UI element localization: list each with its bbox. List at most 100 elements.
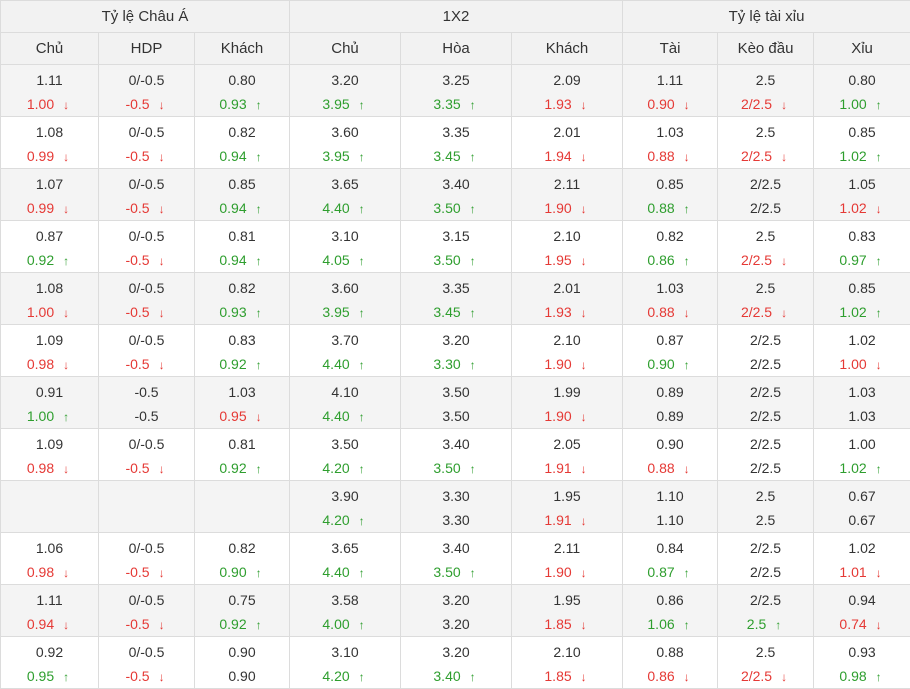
down-arrow-icon: ↓ bbox=[60, 613, 72, 637]
up-arrow-icon: ↑ bbox=[467, 301, 479, 325]
current-odds-line: 0.98↓ bbox=[27, 352, 72, 376]
down-arrow-icon: ↓ bbox=[60, 301, 72, 325]
up-arrow-icon: ↑ bbox=[467, 145, 479, 169]
current-odds-line: 1.93↓ bbox=[544, 300, 589, 324]
opening-odds: 0.80 bbox=[848, 68, 875, 92]
down-arrow-icon: ↓ bbox=[578, 457, 590, 481]
current-odds: 1.03 bbox=[848, 408, 875, 424]
current-odds-line: 0.90↑ bbox=[647, 352, 692, 376]
opening-odds: 1.11 bbox=[657, 68, 683, 92]
current-odds: -0.5 bbox=[125, 304, 149, 320]
current-odds: 1.00 bbox=[27, 304, 54, 320]
odds-cell-content: 0/-0.5-0.5↓ bbox=[99, 169, 194, 220]
current-odds-line: 1.90 ↓ bbox=[544, 196, 589, 220]
down-arrow-icon: ↓ bbox=[60, 197, 72, 221]
current-odds-line: 1.02↑ bbox=[839, 300, 884, 324]
down-arrow-icon: ↓ bbox=[873, 197, 885, 221]
current-odds-line: -0.5↓ bbox=[125, 664, 167, 688]
opening-odds: 3.65 bbox=[331, 536, 358, 560]
current-odds: -0.5 bbox=[125, 148, 149, 164]
current-odds-line: 3.50 bbox=[442, 404, 469, 428]
current-odds: 4.20 bbox=[322, 460, 349, 476]
current-odds-line: 1.02 ↓ bbox=[839, 196, 884, 220]
opening-odds: 1.03 bbox=[848, 380, 875, 404]
current-odds-line: 2/2.5 bbox=[750, 456, 781, 480]
current-odds-line: 3.95↑ bbox=[322, 144, 367, 168]
current-odds-line: 1.00 ↓ bbox=[27, 300, 72, 324]
current-odds: 1.90 bbox=[544, 200, 571, 216]
current-odds: 3.35 bbox=[433, 96, 460, 112]
up-arrow-icon: ↑ bbox=[772, 613, 784, 637]
current-odds-line: 1.02↑ bbox=[839, 456, 884, 480]
current-odds-line: 3.30 bbox=[442, 508, 469, 532]
current-odds-line: 0.94↑ bbox=[219, 248, 264, 272]
opening-odds: 0/-0.5 bbox=[129, 120, 165, 144]
down-arrow-icon: ↓ bbox=[578, 353, 590, 377]
current-odds-line: 1.91↓ bbox=[544, 508, 589, 532]
down-arrow-icon: ↓ bbox=[156, 561, 168, 585]
current-odds-line: -0.5↓ bbox=[125, 300, 167, 324]
up-arrow-icon: ↑ bbox=[467, 561, 479, 585]
up-arrow-icon: ↑ bbox=[356, 665, 368, 689]
current-odds-line: -0.5↓ bbox=[125, 144, 167, 168]
current-odds-line: 0.90 bbox=[228, 664, 255, 688]
current-odds-line: 3.45↑ bbox=[433, 144, 478, 168]
up-arrow-icon: ↑ bbox=[681, 561, 693, 585]
up-arrow-icon: ↑ bbox=[681, 353, 693, 377]
up-arrow-icon: ↑ bbox=[873, 457, 885, 481]
current-odds-line: 4.40↑ bbox=[322, 352, 367, 376]
opening-odds: 2.5 bbox=[756, 640, 775, 664]
up-arrow-icon: ↑ bbox=[253, 457, 265, 481]
opening-odds: 0.85 bbox=[656, 172, 683, 196]
opening-odds: 0.89 bbox=[656, 380, 683, 404]
opening-odds: -0.5 bbox=[134, 380, 158, 404]
down-arrow-icon: ↓ bbox=[60, 561, 72, 585]
down-arrow-icon: ↓ bbox=[578, 197, 590, 221]
odds-cell-content: -0.5-0.5 bbox=[99, 377, 194, 428]
opening-odds: 3.25 bbox=[442, 68, 469, 92]
up-arrow-icon: ↑ bbox=[253, 301, 265, 325]
current-odds-line: 0.93↑ bbox=[219, 300, 264, 324]
up-arrow-icon: ↑ bbox=[253, 613, 265, 637]
current-odds: 4.00 bbox=[322, 616, 349, 632]
opening-odds: 3.20 bbox=[442, 640, 469, 664]
opening-odds: 3.15 bbox=[442, 224, 469, 248]
current-odds: 0.99 bbox=[27, 148, 54, 164]
current-odds: 1.10 bbox=[656, 512, 683, 528]
opening-odds: 0.82 bbox=[228, 536, 255, 560]
odds-cell: 0/-0.5-0.5↓ bbox=[99, 325, 195, 377]
opening-odds: 2.10 bbox=[553, 224, 580, 248]
opening-odds: 0.82 bbox=[228, 276, 255, 300]
current-odds: 4.40 bbox=[322, 564, 349, 580]
opening-odds: 2.5 bbox=[756, 276, 775, 300]
down-arrow-icon: ↓ bbox=[60, 353, 72, 377]
current-odds: 1.02 bbox=[839, 200, 866, 216]
opening-odds: 3.30 bbox=[442, 484, 469, 508]
current-odds-line: 4.40↑ bbox=[322, 404, 367, 428]
opening-odds: 0/-0.5 bbox=[129, 328, 165, 352]
